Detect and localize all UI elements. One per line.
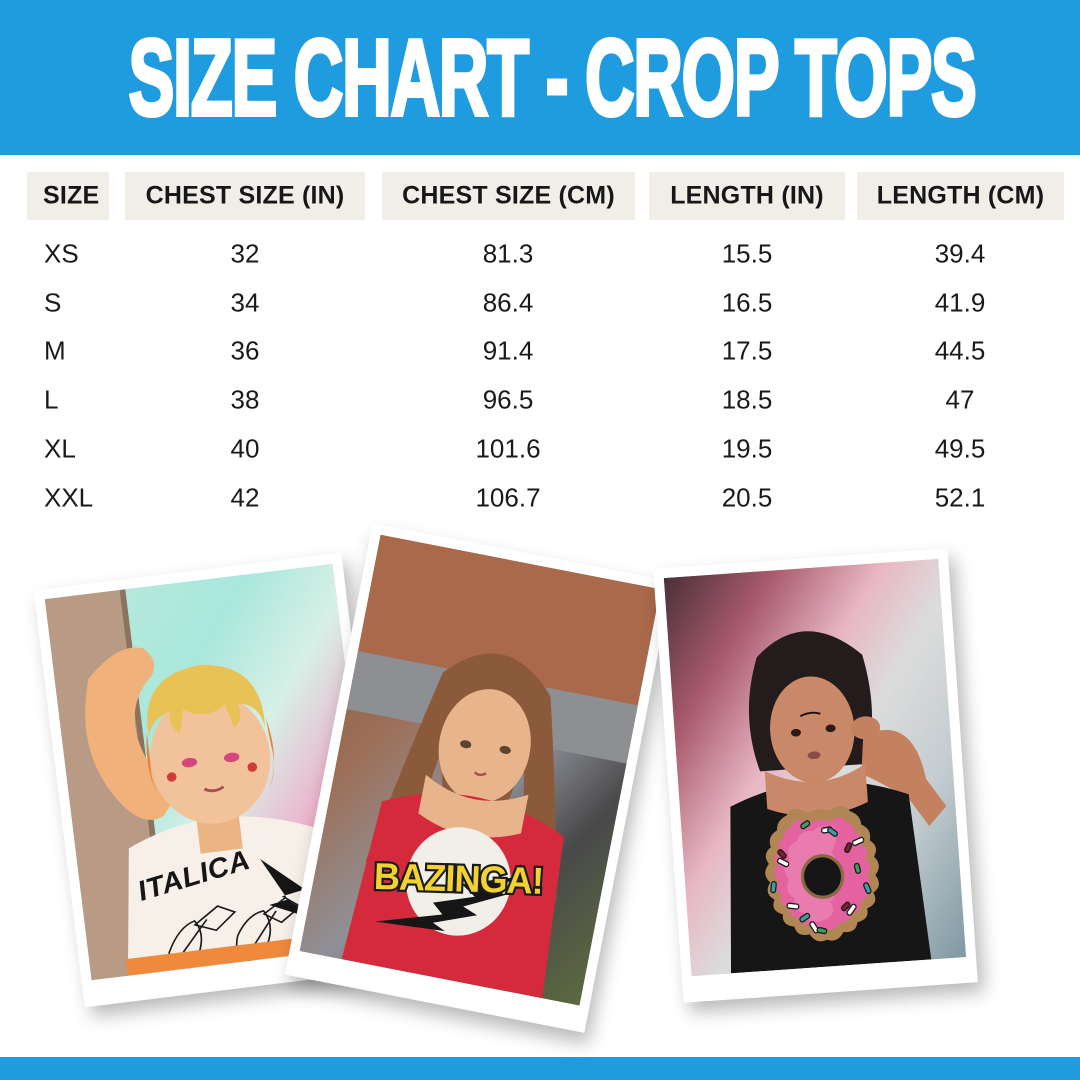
- svg-text:BAZINGA!: BAZINGA!: [373, 855, 544, 902]
